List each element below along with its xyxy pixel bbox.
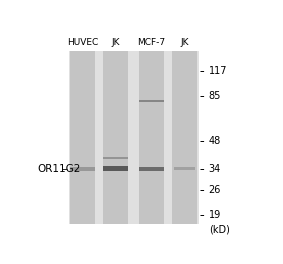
Text: 34: 34	[209, 164, 221, 174]
Text: JK: JK	[111, 38, 120, 47]
Text: 117: 117	[209, 66, 227, 76]
Text: (kD): (kD)	[209, 224, 230, 234]
Text: 19: 19	[209, 210, 221, 220]
Bar	[172, 51, 197, 224]
Text: 85: 85	[209, 91, 221, 101]
Text: 26: 26	[209, 185, 221, 195]
Text: MCF-7: MCF-7	[138, 38, 166, 47]
Bar	[139, 51, 164, 224]
Bar	[70, 51, 95, 224]
Text: 48: 48	[209, 136, 221, 146]
Text: HUVEC: HUVEC	[67, 38, 98, 47]
Text: OR11G2: OR11G2	[38, 164, 81, 174]
Bar	[139, 167, 164, 171]
Text: JK: JK	[180, 38, 189, 47]
Bar	[103, 157, 128, 159]
Bar	[103, 167, 128, 171]
Text: --: --	[61, 164, 68, 174]
Bar	[69, 51, 199, 224]
Bar	[139, 100, 164, 102]
Bar	[174, 167, 195, 170]
Bar	[103, 51, 128, 224]
Bar	[70, 167, 95, 171]
